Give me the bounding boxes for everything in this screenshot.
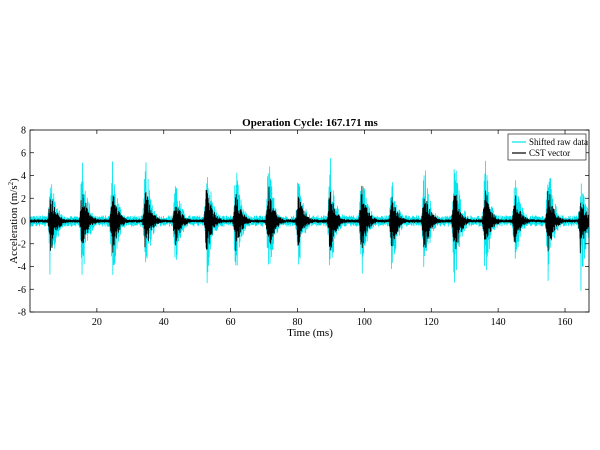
y-tick-label: 8 — [21, 126, 26, 137]
plot-traces — [30, 158, 589, 291]
legend-label-shifted-raw-data: Shifted raw data — [529, 137, 588, 147]
legend-label-cst-vector: CST vector — [529, 148, 570, 158]
y-axis-label-superscript: 2 — [7, 181, 15, 185]
y-axis-label-end: ) — [8, 178, 20, 182]
y-tick-label: -4 — [18, 262, 26, 273]
y-tick-label: -8 — [18, 308, 26, 319]
y-tick-label: 6 — [21, 148, 26, 159]
x-tick-label: 40 — [159, 317, 169, 328]
series-line-cst-vector — [30, 185, 589, 254]
x-axis: 20 40 60 80 100 120 140 160 — [92, 130, 573, 328]
x-tick-label: 140 — [491, 317, 506, 328]
legend-box — [507, 133, 587, 161]
legend: Shifted raw data CST vector — [507, 133, 588, 161]
y-tick-label: 4 — [21, 171, 26, 182]
y-axis-label-base: Acceleration (m/s — [8, 185, 20, 264]
x-tick-label: 160 — [558, 317, 573, 328]
chart-title: Operation Cycle: 167.171 ms — [242, 117, 378, 129]
y-tick-label: -2 — [18, 239, 26, 250]
y-tick-label: -6 — [18, 285, 26, 296]
x-tick-label: 100 — [357, 317, 372, 328]
y-tick-label: 0 — [21, 217, 26, 228]
y-axis: -8 -6 -4 -2 0 2 4 6 8 — [18, 126, 589, 319]
x-axis-label: Time (ms) — [287, 327, 333, 339]
y-axis-label: Acceleration (m/s2) — [7, 178, 20, 264]
x-tick-label: 20 — [92, 317, 102, 328]
x-tick-label: 60 — [226, 317, 236, 328]
y-tick-label: 2 — [21, 194, 26, 205]
x-tick-label: 120 — [424, 317, 439, 328]
x-tick-label: 80 — [293, 317, 303, 328]
